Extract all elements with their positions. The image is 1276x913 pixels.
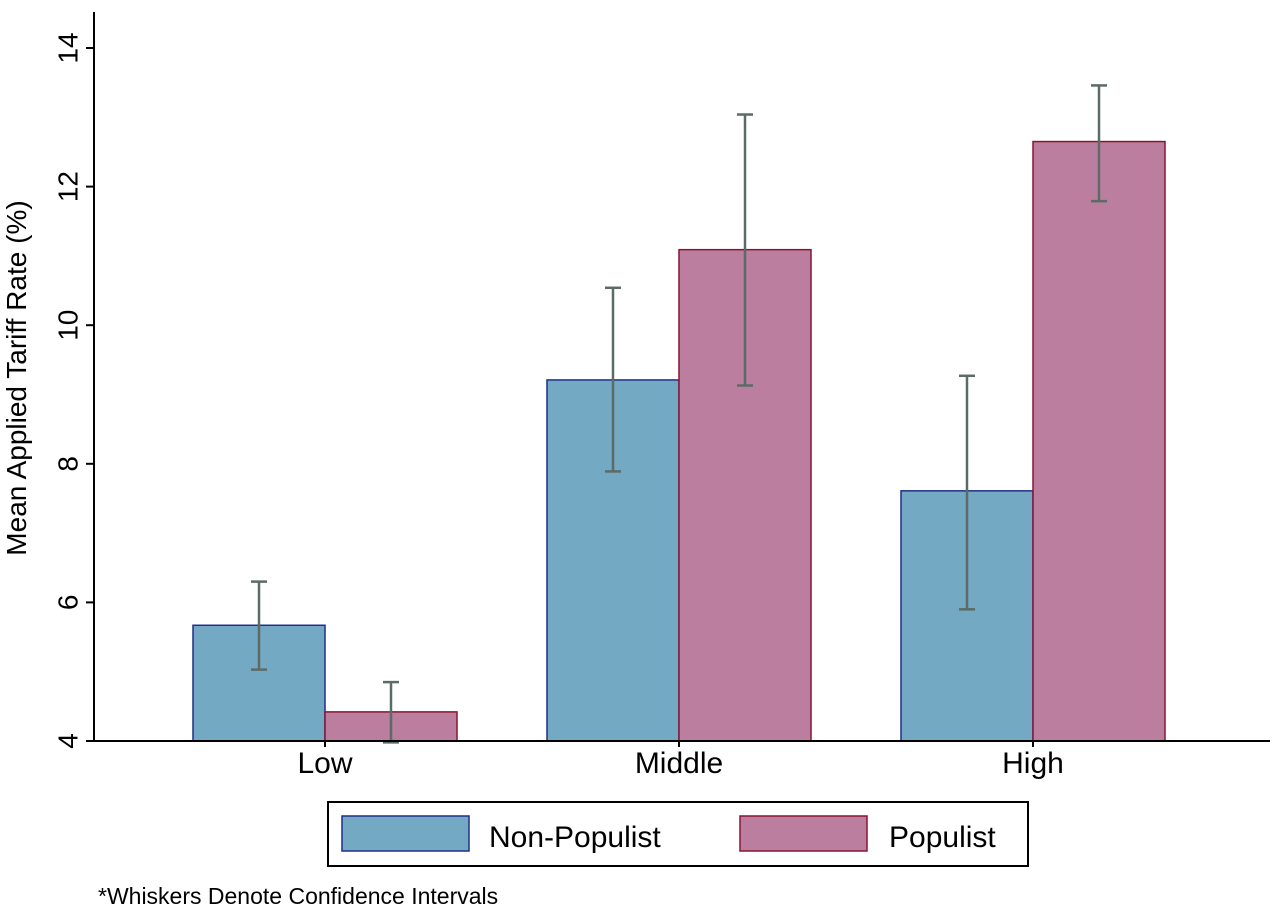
legend-label-populist: Populist — [889, 821, 996, 854]
y-tick-label: 12 — [53, 171, 84, 202]
legend-swatch-populist — [739, 815, 868, 852]
bars-group — [192, 140, 1166, 742]
bar-populist-high — [1032, 140, 1166, 742]
y-tick-label: 14 — [53, 32, 84, 63]
y-tick-label: 10 — [53, 310, 84, 341]
legend-label-non-populist: Non-Populist — [489, 821, 661, 854]
footnote: *Whiskers Denote Confidence Intervals — [98, 883, 498, 909]
x-tick-label-low: Low — [297, 747, 352, 780]
y-tick-label: 6 — [53, 595, 84, 611]
y-ticks-group: 4 6 8 10 12 14 — [53, 32, 94, 749]
whiskers-group — [251, 84, 1107, 744]
legend: Non-Populist Populist — [327, 801, 1029, 867]
x-labels-group: Low Middle High — [297, 741, 1064, 780]
y-axis-title: Mean Applied Tariff Rate (%) — [1, 200, 32, 555]
y-tick-label: 4 — [53, 733, 84, 749]
x-tick-label-middle: Middle — [635, 747, 723, 780]
y-tick-label: 8 — [53, 456, 84, 472]
legend-swatch-non-populist — [341, 815, 470, 852]
x-tick-label-high: High — [1002, 747, 1064, 780]
